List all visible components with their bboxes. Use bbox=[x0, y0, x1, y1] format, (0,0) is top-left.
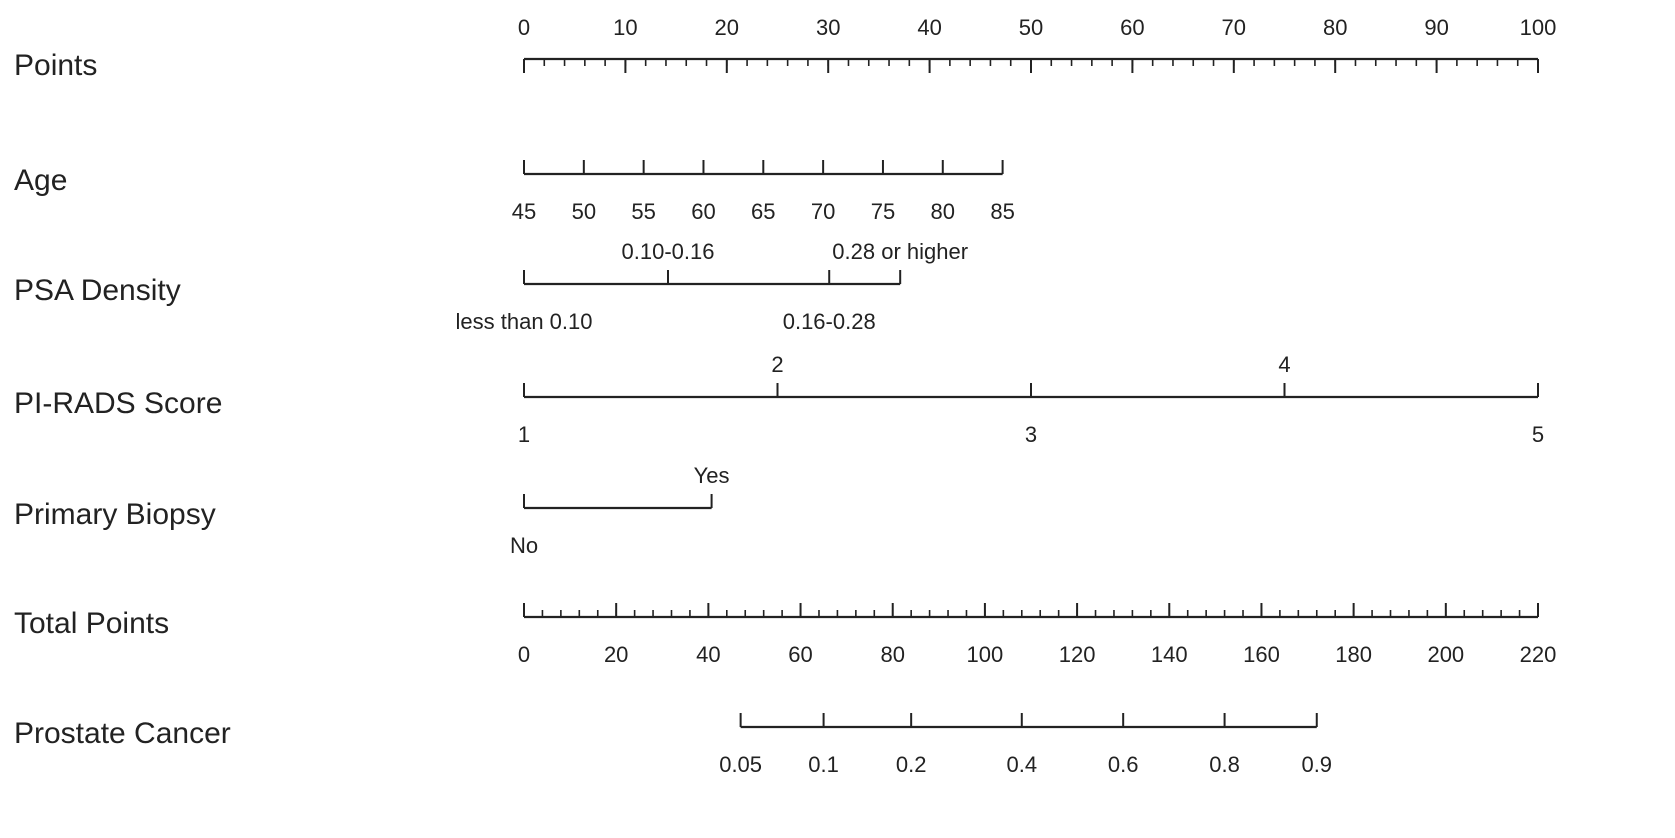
row-pi-rads-score: PI-RADS Score 1 2 3 4 5 bbox=[14, 352, 1544, 447]
tick-label-pi-rads-score-2: 2 bbox=[771, 352, 783, 377]
row-prostate-cancer: Prostate Cancer 0.05 0.1 0.2 0.4 0.6 0.8 0.9 bbox=[14, 713, 1332, 777]
row-psa-density: PSA Density less than 0.10 0.10-0.16 0.16-0… bbox=[14, 239, 968, 334]
tick-label-age-50: 50 bbox=[572, 199, 596, 224]
tick-label-points-40: 40 bbox=[917, 15, 941, 40]
tick-label-age-45: 45 bbox=[512, 199, 536, 224]
tick-label-points-100: 100 bbox=[1520, 15, 1557, 40]
tick-label-prostate-cancer-0-8: 0.8 bbox=[1209, 752, 1240, 777]
tick-label-age-60: 60 bbox=[691, 199, 715, 224]
tick-label-prostate-cancer-0-2: 0.2 bbox=[896, 752, 927, 777]
tick-label-psa-density-0-28-or-higher: 0.28 or higher bbox=[832, 239, 968, 264]
tick-label-pi-rads-score-1: 1 bbox=[518, 422, 530, 447]
tick-label-total-points-220: 220 bbox=[1520, 642, 1557, 667]
tick-label-age-80: 80 bbox=[931, 199, 955, 224]
row-label-prostate-cancer: Prostate Cancer bbox=[14, 717, 231, 750]
tick-label-pi-rads-score-5: 5 bbox=[1532, 422, 1544, 447]
row-primary-biopsy: Primary Biopsy No Yes bbox=[14, 463, 730, 558]
tick-label-psa-density-0-10-0-16: 0.10-0.16 bbox=[622, 239, 715, 264]
tick-label-points-70: 70 bbox=[1222, 15, 1246, 40]
tick-label-points-60: 60 bbox=[1120, 15, 1144, 40]
tick-label-pi-rads-score-4: 4 bbox=[1278, 352, 1290, 377]
row-label-pi-rads-score: PI-RADS Score bbox=[14, 387, 222, 420]
tick-label-total-points-200: 200 bbox=[1427, 642, 1464, 667]
tick-label-points-30: 30 bbox=[816, 15, 840, 40]
tick-label-psa-density-less-than-0-10: less than 0.10 bbox=[456, 309, 593, 334]
row-label-age: Age bbox=[14, 164, 67, 197]
tick-label-primary-biopsy-no: No bbox=[510, 533, 538, 558]
tick-label-points-10: 10 bbox=[613, 15, 637, 40]
tick-label-age-55: 55 bbox=[631, 199, 655, 224]
tick-label-total-points-180: 180 bbox=[1335, 642, 1372, 667]
tick-label-age-65: 65 bbox=[751, 199, 775, 224]
tick-label-prostate-cancer-0-6: 0.6 bbox=[1108, 752, 1139, 777]
tick-label-total-points-60: 60 bbox=[788, 642, 812, 667]
tick-label-prostate-cancer-0-4: 0.4 bbox=[1006, 752, 1037, 777]
tick-label-prostate-cancer-0-05: 0.05 bbox=[719, 752, 762, 777]
tick-label-points-80: 80 bbox=[1323, 15, 1347, 40]
row-label-psa-density: PSA Density bbox=[14, 274, 181, 307]
tick-label-primary-biopsy-yes: Yes bbox=[694, 463, 730, 488]
tick-label-total-points-140: 140 bbox=[1151, 642, 1188, 667]
tick-label-pi-rads-score-3: 3 bbox=[1025, 422, 1037, 447]
tick-label-total-points-120: 120 bbox=[1059, 642, 1096, 667]
row-points: Points 0 10 20 30 40 50 60 70 80 90 100 bbox=[14, 15, 1556, 82]
tick-label-total-points-100: 100 bbox=[967, 642, 1004, 667]
tick-label-points-0: 0 bbox=[518, 15, 530, 40]
row-age: Age 45 50 55 60 65 70 75 80 85 bbox=[14, 160, 1015, 224]
tick-label-age-70: 70 bbox=[811, 199, 835, 224]
tick-label-total-points-160: 160 bbox=[1243, 642, 1280, 667]
row-label-points: Points bbox=[14, 49, 97, 82]
tick-label-total-points-40: 40 bbox=[696, 642, 720, 667]
tick-label-total-points-80: 80 bbox=[880, 642, 904, 667]
tick-label-points-50: 50 bbox=[1019, 15, 1043, 40]
tick-label-prostate-cancer-0-1: 0.1 bbox=[808, 752, 839, 777]
tick-label-points-90: 90 bbox=[1424, 15, 1448, 40]
row-label-primary-biopsy: Primary Biopsy bbox=[14, 498, 216, 531]
tick-label-prostate-cancer-0-9: 0.9 bbox=[1301, 752, 1332, 777]
tick-label-psa-density-0-16-0-28: 0.16-0.28 bbox=[783, 309, 876, 334]
tick-label-points-20: 20 bbox=[715, 15, 739, 40]
tick-label-total-points-0: 0 bbox=[518, 642, 530, 667]
tick-label-total-points-20: 20 bbox=[604, 642, 628, 667]
row-total-points: Total Points 0 20 40 60 80 100 120 140 160 180 200 2… bbox=[14, 603, 1556, 667]
tick-label-age-85: 85 bbox=[990, 199, 1014, 224]
row-label-total-points: Total Points bbox=[14, 607, 169, 640]
tick-label-age-75: 75 bbox=[871, 199, 895, 224]
